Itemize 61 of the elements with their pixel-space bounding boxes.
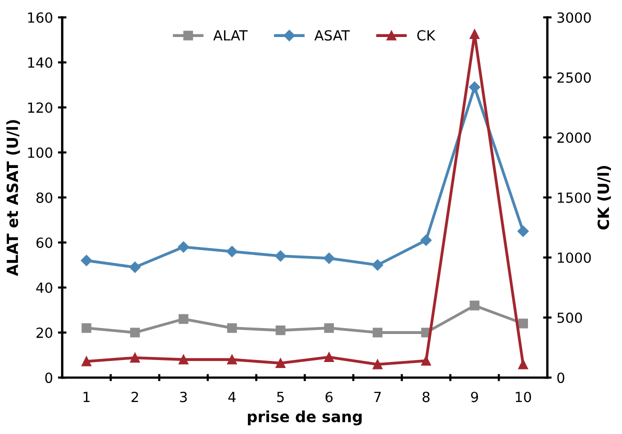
x-tick-label: 9 bbox=[471, 392, 478, 402]
x-tick-label: 10 bbox=[516, 392, 532, 402]
point bbox=[323, 252, 335, 264]
y2-tick-label: 500 bbox=[557, 312, 582, 324]
point bbox=[227, 323, 237, 333]
point bbox=[178, 241, 190, 253]
point bbox=[470, 300, 480, 310]
point bbox=[324, 323, 334, 333]
y-tick-label: 160 bbox=[28, 12, 52, 23]
point bbox=[324, 352, 334, 362]
point bbox=[276, 358, 286, 368]
point bbox=[130, 328, 140, 338]
point bbox=[129, 262, 141, 273]
y-tick-label: 0 bbox=[45, 372, 52, 384]
x-tick-label: 6 bbox=[326, 392, 333, 402]
point bbox=[372, 259, 384, 271]
y2-tick-label: 2000 bbox=[557, 132, 591, 143]
legend-label: ASAT bbox=[314, 30, 350, 41]
y2-tick-label: 0 bbox=[557, 372, 564, 384]
point bbox=[82, 323, 92, 333]
y2-tick-label: 3000 bbox=[557, 12, 591, 23]
point bbox=[470, 29, 480, 40]
y2-tick-label: 1500 bbox=[558, 192, 591, 203]
y-tick-label: 20 bbox=[36, 328, 52, 338]
x-axis-title: prise de sang bbox=[248, 410, 362, 426]
x-tick-label: 1 bbox=[84, 392, 90, 402]
point bbox=[178, 354, 188, 364]
y-tick-label: 140 bbox=[28, 57, 52, 68]
point bbox=[518, 318, 528, 328]
x-tick-label: 2 bbox=[132, 392, 138, 402]
x-tick-label: 3 bbox=[180, 392, 187, 402]
point bbox=[517, 226, 529, 237]
y-tick-label: 40 bbox=[36, 282, 52, 293]
point bbox=[372, 328, 382, 338]
point bbox=[372, 360, 382, 370]
y-tick-label: 120 bbox=[28, 102, 52, 113]
y-tick-label: 80 bbox=[36, 192, 52, 203]
point bbox=[421, 356, 431, 366]
x-tick-label: 7 bbox=[374, 392, 381, 402]
y2-tick-label: 1000 bbox=[558, 252, 591, 263]
x-tick-label: 4 bbox=[228, 392, 236, 402]
point bbox=[80, 254, 92, 266]
point bbox=[226, 246, 238, 258]
x-tick-label: 8 bbox=[422, 392, 430, 402]
y-axis-title: ALAT et ASAT (U/l) bbox=[6, 120, 20, 276]
point bbox=[130, 352, 140, 363]
x-tick-label: 5 bbox=[277, 392, 284, 402]
y2-axis-title: CK (U/l) bbox=[597, 166, 611, 230]
point bbox=[468, 82, 480, 93]
y2-tick-label: 2500 bbox=[557, 72, 591, 83]
y-tick-label: 100 bbox=[28, 147, 52, 158]
point bbox=[178, 314, 188, 324]
legend-label: CK bbox=[417, 30, 436, 41]
point bbox=[518, 360, 528, 370]
point bbox=[227, 354, 237, 364]
legend-label: ALAT bbox=[213, 30, 248, 40]
point bbox=[82, 356, 92, 366]
point bbox=[276, 325, 286, 336]
point bbox=[274, 250, 286, 262]
y-tick-label: 60 bbox=[36, 237, 52, 248]
point bbox=[420, 234, 432, 246]
